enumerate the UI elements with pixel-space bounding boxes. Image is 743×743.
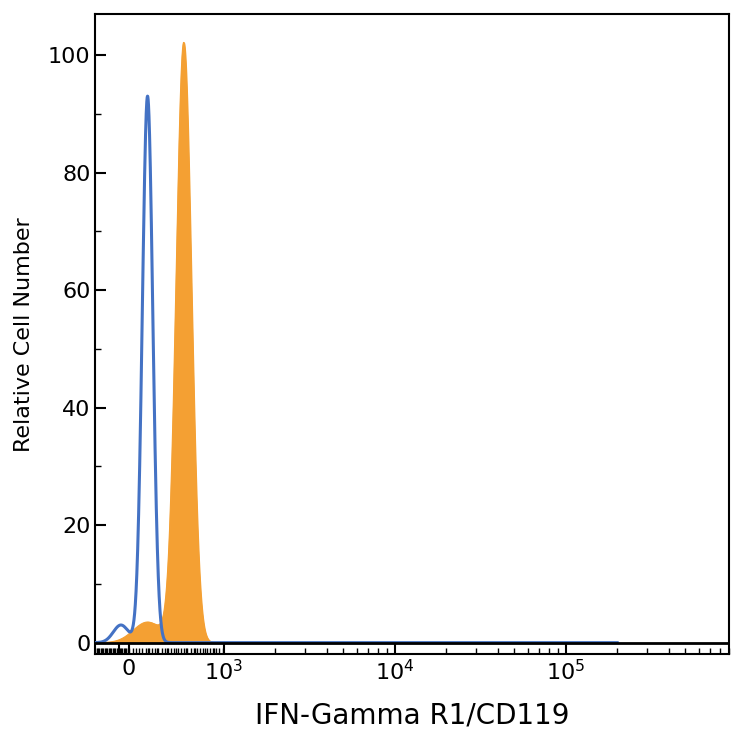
X-axis label: IFN-Gamma R1/CD119: IFN-Gamma R1/CD119 bbox=[255, 701, 569, 729]
Y-axis label: Relative Cell Number: Relative Cell Number bbox=[14, 217, 34, 452]
